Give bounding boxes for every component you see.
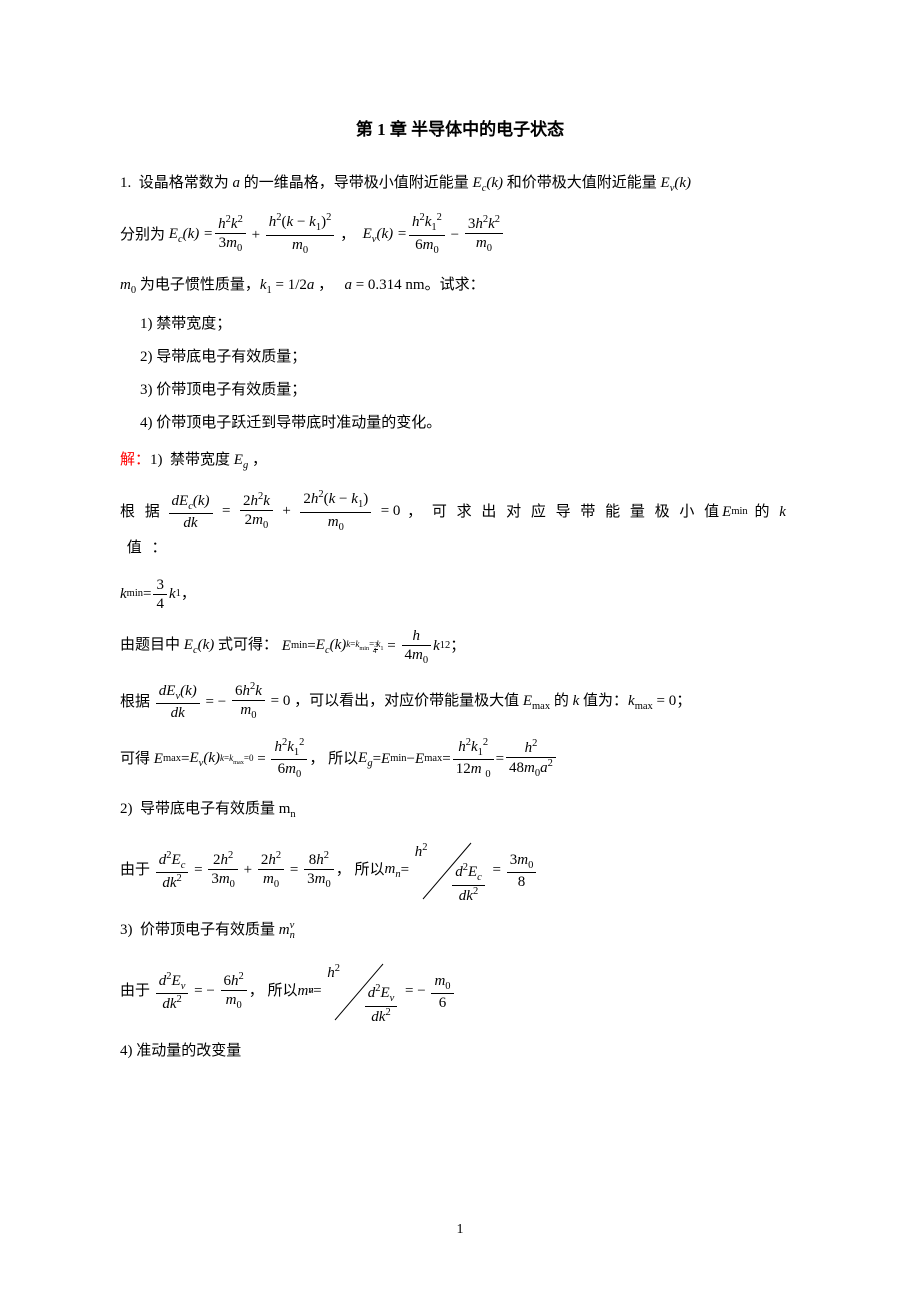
chapter-title: 第 1 章 半导体中的电子状态 — [120, 115, 800, 146]
problem-intro: 1. 设晶格常数为 a 的一维晶格，导带极小值附近能量 Ec(k) 和价带极大值… — [120, 170, 800, 199]
solution-1-derivative-Ev: 根据 dEv(k)dk = − 6h2km0 = 0 ，可以看出，对应价带能量极… — [120, 681, 800, 723]
solution-2-heading: 2) 导带底电子有效质量 mn — [120, 796, 800, 825]
solution-1-heading: 解：1) 禁带宽度 Eg ， — [120, 447, 800, 476]
solution-label: 解： — [120, 452, 150, 468]
solution-1-derivative-Ec: 根 据 dEc(k)dk = 2h2k2m0 + 2h2(k − k1)m0 =… — [120, 489, 800, 561]
question-4: 4) 价带顶电子跃迁到导带底时准动量的变化。 — [140, 410, 800, 437]
question-1: 1) 禁带宽度； — [140, 311, 800, 338]
solution-3-body: 由于 d2Evdk2 = − 6h2m0 ， 所以 mnv = h2 d2Evd… — [120, 960, 800, 1024]
solution-2-body: 由于 d2Ecdk2 = 2h23m0 + 2h2m0 = 8h23m0 ， 所… — [120, 839, 800, 903]
page: 第 1 章 半导体中的电子状态 1. 设晶格常数为 a 的一维晶格，导带极小值附… — [0, 0, 920, 1302]
equations-given: 分别为 Ec(k) = h2k23m0 + h2(k − k1)2m0 ， Ev… — [120, 212, 800, 257]
page-number: 1 — [0, 1217, 920, 1242]
kmin-value: kmin = 34 k1 ， — [120, 576, 800, 613]
constants-line: m0 为电子惯性质量，k1 = 1/2a ， a = 0.314 nm。试求： — [120, 272, 800, 301]
respectively-label: 分别为 — [120, 222, 165, 249]
slash-fraction-mnv: h2 d2Evdk2 — [325, 960, 401, 1024]
Emin-expression: 由题目中 Ec(k) 式可得： Emin = Ec(k)k=kmin=34k1 … — [120, 627, 800, 668]
slash-fraction-mn: h2 d2Ecdk2 — [413, 839, 489, 903]
solution-3-heading: 3) 价带顶电子有效质量 mnv — [120, 917, 800, 946]
question-3: 3) 价带顶电子有效质量； — [140, 377, 800, 404]
question-2: 2) 导带底电子有效质量； — [140, 344, 800, 371]
solution-4-heading: 4) 准动量的改变量 — [120, 1038, 800, 1065]
Emax-and-Eg: 可得 Emax = Ev(k)k=kmax=0 = h2k126m0 ， 所以 … — [120, 737, 800, 782]
